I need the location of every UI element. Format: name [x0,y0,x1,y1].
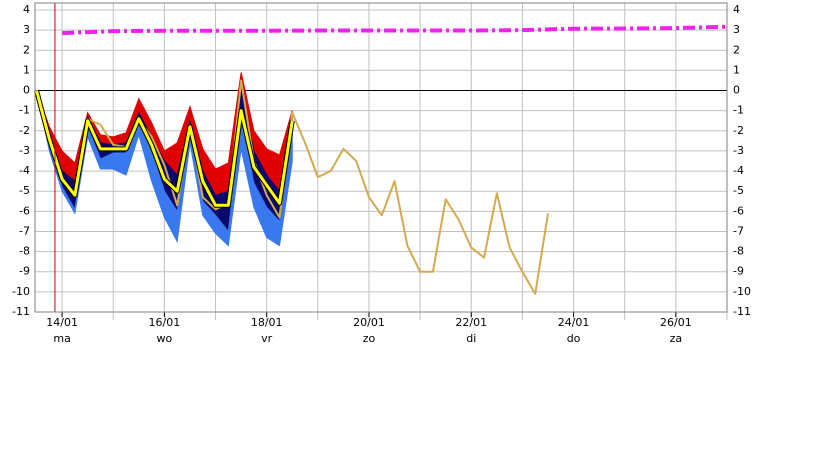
x-day-label: ma [53,332,70,345]
y2-tick-label: -8 [733,245,744,258]
x-tick-label: 24/01 [558,316,590,329]
y2-tick-label: -2 [733,124,744,137]
y-tick-label: -1 [19,104,30,117]
y-tick-label: -4 [19,164,30,177]
y2-tick-label: 4 [733,3,740,16]
x-day-label: di [466,332,476,345]
y-tick-label: -9 [19,265,30,278]
y2-tick-label: 1 [733,63,740,76]
x-tick-label: 22/01 [455,316,487,329]
y-tick-label: -3 [19,144,30,157]
y-tick-label: 1 [23,63,30,76]
x-tick-label: 26/01 [660,316,692,329]
y-tick-label: 3 [23,23,30,36]
y2-tick-label: -6 [733,204,744,217]
y-tick-label: -6 [19,204,30,217]
y-tick-label: -11 [12,305,30,318]
y2-tick-label: -7 [733,224,744,237]
series-line [35,90,294,207]
x-tick-label: 20/01 [353,316,385,329]
y2-tick-label: 0 [733,84,740,97]
x-day-label: vr [261,332,273,345]
x-tick-label: 16/01 [149,316,181,329]
series-line [35,79,549,295]
y2-tick-label: -11 [733,305,751,318]
y2-tick-label: -10 [733,285,751,298]
ensemble-band [36,90,293,247]
y2-tick-label: 2 [733,43,740,56]
plot-background [35,3,727,312]
y-tick-label: -10 [12,285,30,298]
x-tick-label: 14/01 [46,316,78,329]
y2-tick-label: -1 [733,104,744,117]
y2-tick-label: 3 [733,23,740,36]
x-tick-label: 18/01 [251,316,283,329]
plot-border [34,2,728,313]
y-tick-label: -7 [19,224,30,237]
x-day-label: wo [157,332,173,345]
y-tick-label: -8 [19,245,30,258]
y2-tick-label: -9 [733,265,744,278]
series-line [62,24,728,36]
y-tick-label: 2 [23,43,30,56]
y-tick-label: -2 [19,124,30,137]
x-day-label: zo [363,332,376,345]
y2-tick-label: -3 [733,144,744,157]
y2-tick-label: -4 [733,164,744,177]
y-tick-label: -5 [19,184,30,197]
y2-tick-label: -5 [733,184,744,197]
y-tick-label: 0 [23,84,30,97]
x-day-label: za [670,332,683,345]
x-day-label: do [567,332,581,345]
y-tick-label: 4 [23,3,30,16]
